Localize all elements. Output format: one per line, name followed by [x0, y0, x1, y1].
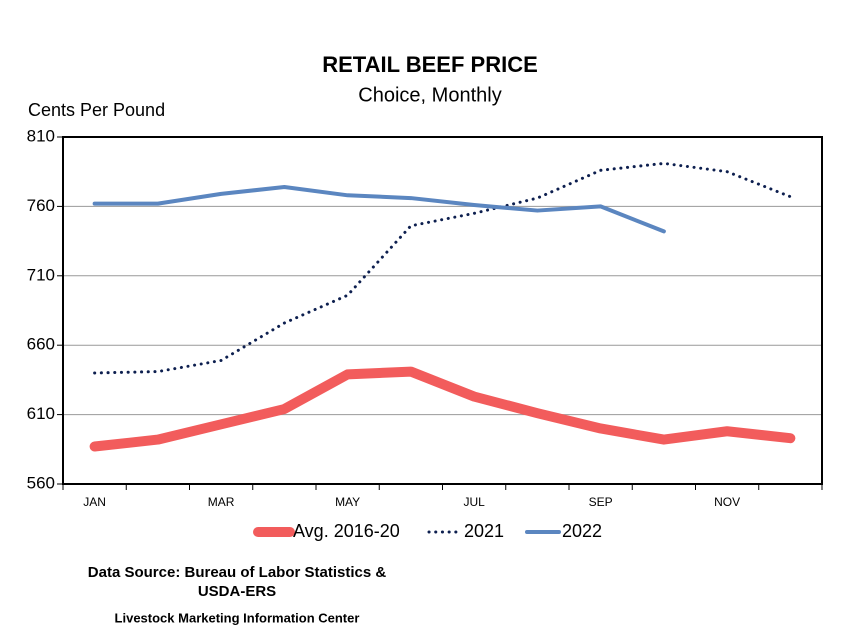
source: Data Source: Bureau of Labor Statistics … — [88, 564, 387, 581]
y-tick-label: 660 — [27, 335, 55, 354]
x-tick-label: SEP — [589, 495, 613, 509]
legend-label: Avg. 2016-20 — [293, 521, 400, 541]
y-tick-label: 710 — [27, 265, 55, 284]
x-tick-label: JAN — [83, 495, 106, 509]
y-tick-label: 560 — [27, 473, 55, 492]
y-tick-label: 610 — [27, 404, 55, 423]
y-tick-label: 810 — [27, 126, 55, 145]
chart-subtitle: Choice, Monthly — [358, 84, 501, 106]
legend-label: 2021 — [464, 521, 504, 541]
line-series — [89, 366, 796, 452]
line-series — [93, 161, 792, 375]
line-series — [92, 184, 666, 234]
x-tick-label: MAR — [208, 495, 235, 509]
x-tick-label: NOV — [714, 495, 740, 509]
x-tick-label: JUL — [463, 495, 485, 509]
y-axis-label: Cents Per Pound — [28, 100, 165, 120]
y-tick-label: 760 — [27, 196, 55, 215]
legend-label: 2022 — [562, 521, 602, 541]
source: USDA-ERS — [198, 583, 276, 600]
credit: Livestock Marketing Information Center — [115, 610, 360, 625]
chart-title: RETAIL BEEF PRICE — [322, 52, 538, 77]
x-tick-label: MAY — [335, 495, 360, 509]
